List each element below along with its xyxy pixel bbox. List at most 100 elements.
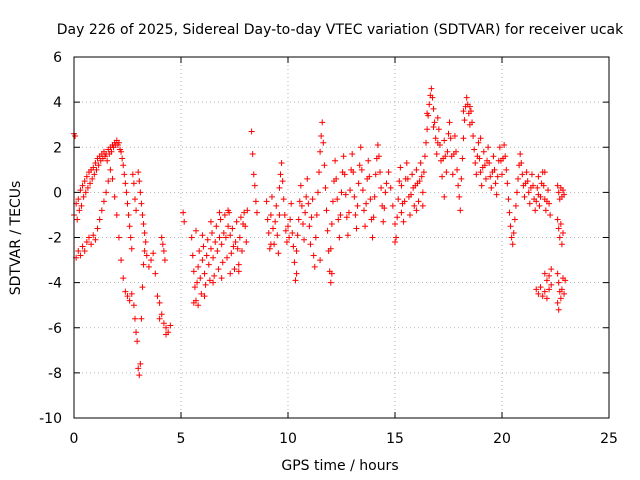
data-point (559, 229, 566, 236)
data-point (312, 234, 319, 241)
data-point (289, 229, 296, 236)
data-point (293, 270, 300, 277)
data-point (152, 270, 159, 277)
data-point (460, 108, 467, 115)
data-point (398, 209, 405, 216)
data-point (140, 261, 147, 268)
data-point (236, 234, 243, 241)
data-point (477, 169, 484, 176)
data-point (537, 193, 544, 200)
data-point (332, 157, 339, 164)
data-point (441, 137, 448, 144)
data-point (517, 151, 524, 158)
data-point (320, 139, 327, 146)
data-points (71, 85, 569, 379)
y-tick-labels: 6 4 2 0 -2 -4 -6 -8 -10 (39, 50, 62, 427)
data-point (229, 225, 236, 232)
data-point (401, 198, 408, 205)
data-point (303, 193, 310, 200)
data-point (122, 288, 129, 295)
data-point (92, 160, 99, 167)
data-point (466, 103, 473, 110)
data-point (338, 189, 345, 196)
data-point (249, 151, 256, 158)
data-point (213, 223, 220, 230)
y-tick-label: -8 (48, 366, 62, 382)
data-point (286, 234, 293, 241)
data-point (80, 193, 87, 200)
data-point (134, 338, 141, 345)
data-point (532, 207, 539, 214)
data-point (561, 290, 568, 297)
y-tick-label: 0 (53, 185, 62, 201)
data-point (135, 169, 142, 176)
data-point (230, 243, 237, 250)
data-point (503, 166, 510, 173)
data-point (436, 141, 443, 148)
data-point (107, 166, 114, 173)
data-point (237, 214, 244, 221)
y-tick-label: -10 (39, 411, 62, 427)
data-point (267, 241, 274, 248)
data-point (432, 135, 439, 142)
data-point (512, 202, 519, 209)
data-point (558, 286, 565, 293)
data-point (219, 259, 226, 266)
data-point (210, 254, 217, 261)
data-point (142, 239, 149, 246)
data-point (131, 196, 138, 203)
data-point (141, 248, 148, 255)
data-point (548, 266, 555, 273)
data-point (93, 166, 100, 173)
data-point (191, 284, 198, 291)
data-point (456, 193, 463, 200)
data-point (415, 198, 422, 205)
data-point (392, 220, 398, 227)
data-point (79, 243, 86, 250)
data-point (218, 241, 225, 248)
data-point (413, 166, 420, 173)
data-point (238, 248, 245, 255)
data-point (454, 166, 461, 173)
data-point (265, 229, 272, 236)
data-point (133, 207, 140, 214)
data-point (380, 218, 387, 225)
data-point (554, 216, 561, 223)
data-point (125, 211, 132, 218)
data-point (299, 220, 306, 227)
data-point (435, 126, 442, 133)
data-point (406, 211, 413, 218)
data-point (294, 232, 301, 239)
data-point (235, 261, 242, 268)
data-point (350, 169, 357, 176)
data-point (118, 257, 125, 264)
data-point (316, 169, 323, 176)
data-point (267, 211, 274, 218)
data-point (546, 272, 553, 279)
data-point (476, 155, 483, 162)
data-point (411, 202, 418, 209)
data-point (340, 153, 347, 160)
data-point (471, 146, 478, 153)
data-point (311, 263, 318, 270)
data-point (293, 248, 300, 255)
data-point (227, 270, 234, 277)
data-point (131, 315, 138, 322)
data-point (295, 216, 302, 223)
data-point (119, 155, 126, 162)
data-point (366, 173, 373, 180)
data-point (539, 293, 546, 300)
data-point (470, 132, 477, 139)
data-point (180, 209, 187, 216)
data-point (342, 191, 349, 198)
data-point (156, 315, 163, 322)
data-point (369, 234, 376, 241)
data-point (447, 135, 454, 142)
data-point (524, 178, 531, 185)
data-point (143, 252, 150, 259)
data-point (79, 182, 86, 189)
y-tick-label: 6 (53, 50, 62, 66)
data-point (557, 220, 564, 227)
data-point (485, 144, 492, 151)
data-point (488, 184, 495, 191)
